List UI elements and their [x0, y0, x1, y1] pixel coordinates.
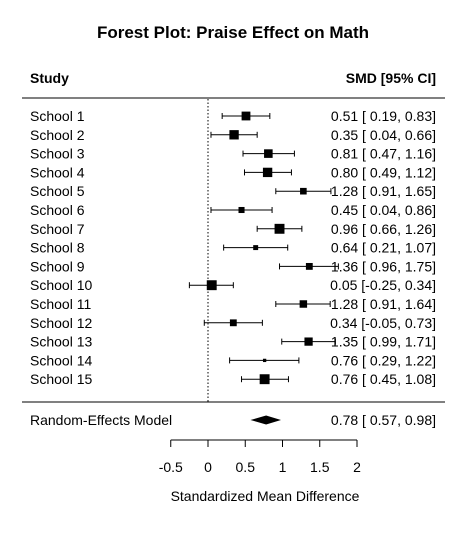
study-estimate-text: 0.05 [-0.25, 0.34]: [330, 277, 436, 293]
header-estimate: SMD [95% CI]: [346, 70, 436, 86]
x-tick-label: 0: [204, 459, 212, 475]
study-label: School 9: [30, 258, 85, 274]
study-label: School 13: [30, 334, 92, 350]
study-estimate-text: 0.96 [ 0.66, 1.26]: [331, 221, 436, 237]
study-estimate-text: 0.76 [ 0.45, 1.08]: [331, 371, 436, 387]
x-axis-title: Standardized Mean Difference: [171, 488, 360, 504]
study-label: School 7: [30, 221, 85, 237]
chart-title: Forest Plot: Praise Effect on Math: [97, 23, 369, 42]
study-label: School 10: [30, 277, 92, 293]
study-label: School 11: [30, 296, 91, 312]
study-estimate-text: 1.36 [ 0.96, 1.75]: [331, 258, 436, 274]
point-estimate-square: [238, 206, 245, 214]
study-estimate-text: 0.81 [ 0.47, 1.16]: [331, 146, 436, 162]
study-label: School 5: [30, 183, 85, 199]
study-estimate-text: 1.35 [ 0.99, 1.71]: [331, 334, 436, 350]
study-label: School 14: [30, 352, 92, 368]
point-estimate-square: [262, 167, 273, 178]
study-estimate-text: 0.64 [ 0.21, 1.07]: [331, 240, 436, 256]
x-tick-label: 1: [279, 459, 287, 475]
study-label: School 15: [30, 371, 92, 387]
point-estimate-square: [299, 300, 308, 308]
point-estimate-square: [229, 319, 237, 327]
header-study: Study: [30, 70, 69, 86]
study-estimate-text: 0.80 [ 0.49, 1.12]: [331, 164, 436, 180]
study-label: School 4: [30, 164, 85, 180]
row-labels: School 1 0.51 [ 0.19, 0.83] School 2 0.35 […: [30, 108, 436, 428]
point-estimate-square: [274, 223, 285, 234]
study-estimate-text: 0.35 [ 0.04, 0.66]: [331, 127, 436, 143]
study-label: School 12: [30, 315, 92, 331]
point-estimate-square: [259, 374, 270, 385]
x-tick-label: 0.5: [236, 459, 256, 475]
x-tick-label: -0.5: [159, 459, 183, 475]
study-estimate-text: 0.45 [ 0.04, 0.86]: [331, 202, 436, 218]
study-estimate-text: 0.76 [ 0.29, 1.22]: [331, 352, 436, 368]
point-estimate-square: [300, 187, 307, 195]
study-estimate-text: 1.28 [ 0.91, 1.64]: [331, 296, 436, 312]
study-estimate-text: 1.28 [ 0.91, 1.65]: [331, 183, 436, 199]
point-estimate-square: [229, 130, 239, 140]
point-estimate-square: [264, 149, 273, 158]
study-label: School 1: [30, 108, 85, 124]
x-tick-label: 2: [353, 459, 361, 475]
point-estimate-square: [241, 111, 251, 121]
x-axis: -0.5 0 0.5 1 1.5 2: [159, 439, 361, 475]
summary-diamond: [250, 415, 282, 425]
plot-marks: [188, 99, 339, 425]
point-estimate-square: [253, 245, 259, 251]
summary-label: Random-Effects Model: [30, 412, 172, 428]
study-label: School 3: [30, 146, 85, 162]
study-label: School 8: [30, 240, 85, 256]
point-estimate-square: [305, 262, 313, 270]
study-estimate-text: 0.51 [ 0.19, 0.83]: [331, 108, 436, 124]
point-estimate-square: [206, 280, 217, 291]
study-estimate-text: 0.34 [-0.05, 0.73]: [330, 315, 436, 331]
study-label: School 2: [30, 127, 85, 143]
study-label: School 6: [30, 202, 85, 218]
x-tick-label: 1.5: [310, 459, 330, 475]
summary-estimate-text: 0.78 [ 0.57, 0.98]: [331, 412, 436, 428]
point-estimate-square: [304, 337, 313, 346]
point-estimate-square: [262, 358, 267, 363]
